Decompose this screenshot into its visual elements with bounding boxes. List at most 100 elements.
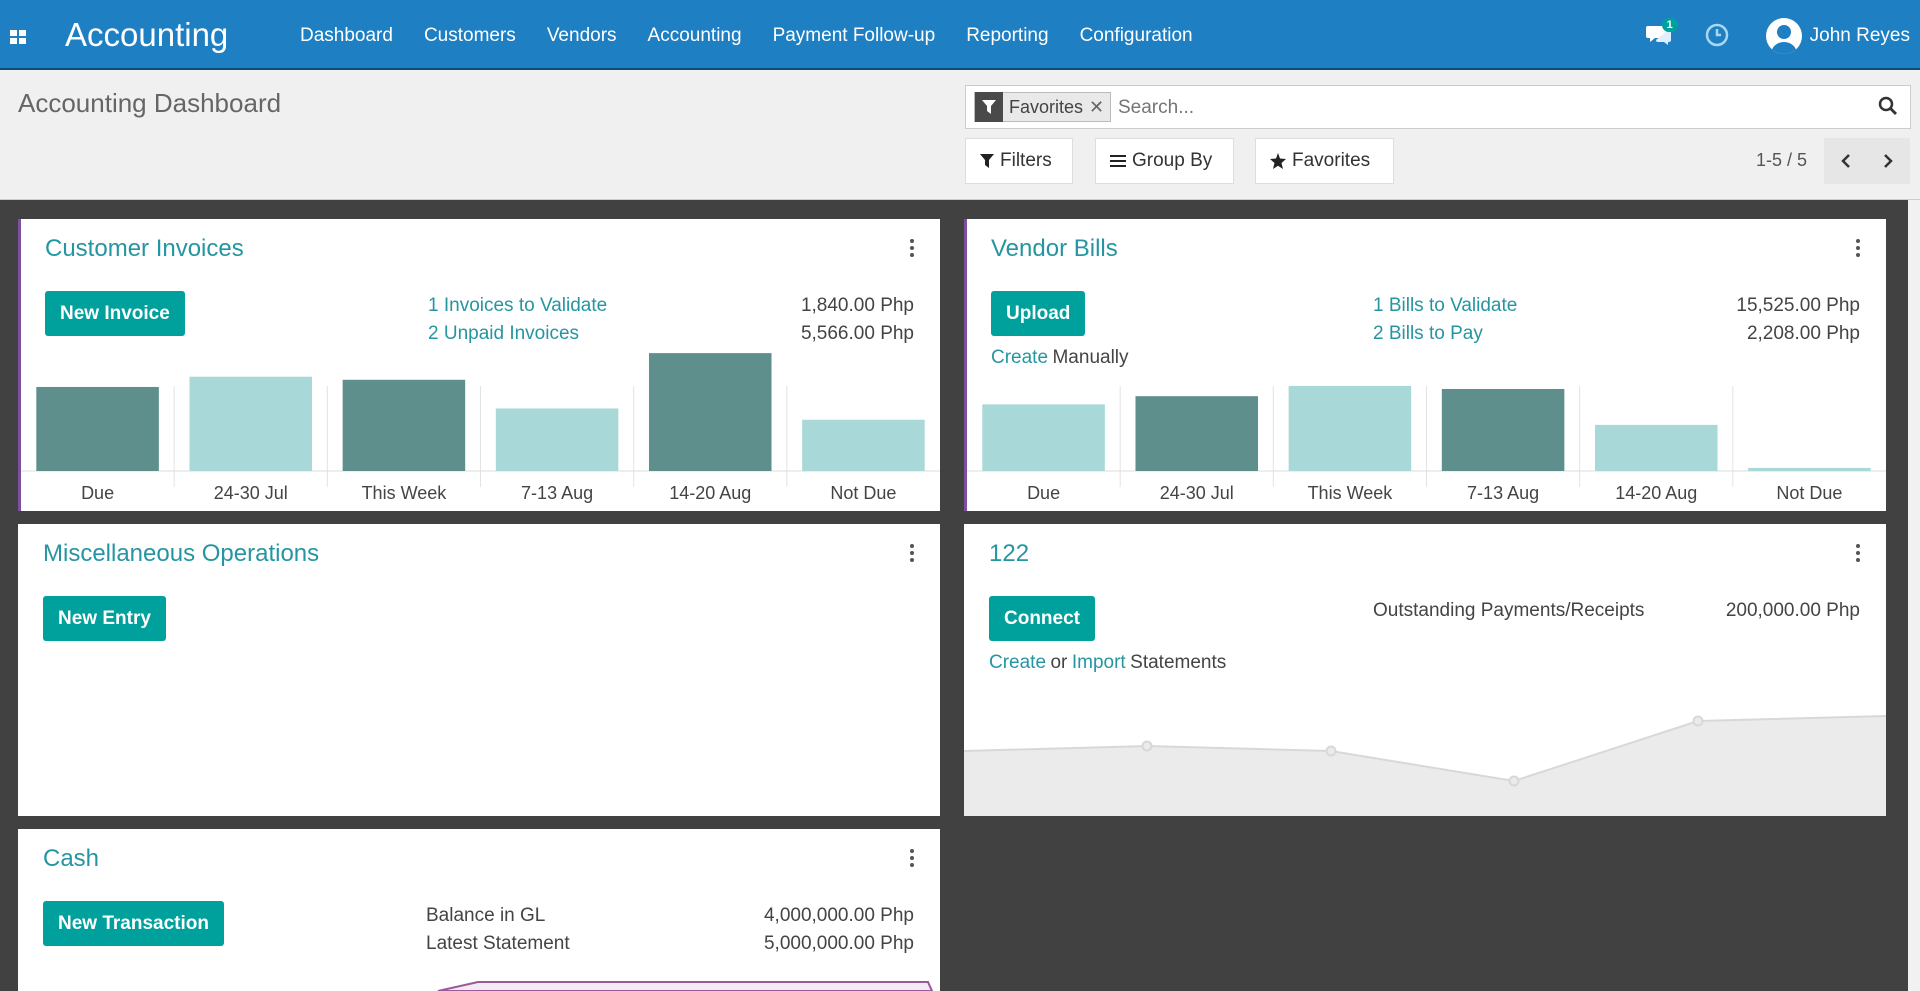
import-link[interactable]: Import [1071,652,1126,673]
card-title[interactable]: Cash [43,845,100,872]
invoices-to-validate-link[interactable]: 1 Invoices to Validate [428,295,608,316]
app-brand: Accounting [65,16,229,53]
customer-invoices-bar-chart[interactable]: Due 24-30 Jul This Week 7-13 Aug 14-20 Aug No… [21,346,940,511]
search-box[interactable]: Favorites ✕ [965,85,1911,129]
control-panel: Accounting Dashboard Favorites ✕ Filters… [0,70,1920,200]
search-icon[interactable] [1878,96,1900,118]
chart-tick-label: This Week [1308,483,1394,503]
create-link[interactable]: Create [989,652,1047,673]
menu-reporting[interactable]: Reporting [966,25,1049,46]
chart-bar[interactable] [1288,385,1412,471]
latest-statement-label: Latest Statement [426,933,570,954]
menu-dashboard[interactable]: Dashboard [300,25,393,46]
user-avatar[interactable] [1765,18,1802,54]
bills-to-pay-amount: 2,208.00 Php [1746,323,1860,344]
menu-configuration[interactable]: Configuration [1079,25,1193,46]
upload-button[interactable]: Upload [991,291,1086,336]
create-link[interactable]: Create [991,347,1049,368]
chart-area [964,716,1886,816]
bills-to-validate-link[interactable]: 1 Bills to Validate [1373,295,1518,316]
unpaid-invoices-amount: 5,566.00 Php [800,323,914,344]
create-import-line: Create or Import Statements [989,652,1226,674]
chart-bar[interactable] [1748,467,1871,471]
filter-icon [980,154,994,168]
pager-value[interactable]: 1-5 / 5 [1756,150,1808,170]
create-manually-line: Create Manually [991,347,1129,369]
page-title: Accounting Dashboard [18,88,282,118]
card-title[interactable]: Miscellaneous Operations [43,540,320,567]
menu-customers[interactable]: Customers [423,25,516,46]
card-title[interactable]: Customer Invoices [45,235,244,262]
chevron-right-icon [1884,154,1893,168]
chart-bar[interactable] [36,386,159,471]
main-menu: Dashboard Customers Vendors Accounting P… [300,4,1224,68]
search-input[interactable] [1118,94,1818,122]
messaging-icon[interactable]: 1 [1645,18,1678,48]
chart-bar[interactable] [342,379,466,471]
vendor-bills-card: Vendor Bills Upload Create Manually 1 Bi… [964,219,1886,511]
chart-tick-label: Due [81,483,114,503]
chart-bar[interactable] [495,408,619,471]
group-by-button[interactable]: Group By [1095,138,1234,184]
chart-point[interactable] [1508,775,1520,787]
customer-invoices-card: Customer Invoices New Invoice 1 Invoices… [18,219,940,511]
chart-tick-label: Not Due [1776,483,1842,503]
latest-statement-amount: 5,000,000.00 Php [763,933,914,954]
connect-button[interactable]: Connect [989,596,1095,641]
chart-tick-label: 24-30 Jul [1160,483,1234,503]
chart-bar[interactable] [802,419,925,471]
facet-remove-icon[interactable]: ✕ [1089,96,1105,117]
filters-label: Filters [1000,150,1052,171]
kebab-menu-icon[interactable] [910,849,916,867]
favorites-label: Favorites [1292,150,1371,171]
vendor-bills-bar-chart[interactable]: Due 24-30 Jul This Week 7-13 Aug 14-20 Aug No… [967,346,1886,511]
chart-tick-label: 14-20 Aug [669,483,751,503]
chevron-left-icon [1841,154,1850,168]
apps-menu-icon[interactable] [10,30,26,44]
new-entry-button[interactable]: New Entry [43,596,166,641]
card-title[interactable]: Vendor Bills [991,235,1118,262]
kebab-menu-icon[interactable] [1856,544,1862,562]
chart-bar[interactable] [1594,424,1718,471]
pager-next-button[interactable] [1866,138,1910,184]
outstanding-label: Outstanding Payments/Receipts [1373,600,1645,621]
chart-bar[interactable] [982,404,1105,471]
chart-bar[interactable] [1441,389,1565,471]
bills-to-pay-link[interactable]: 2 Bills to Pay [1373,323,1483,344]
new-transaction-button[interactable]: New Transaction [43,901,224,946]
kebab-menu-icon[interactable] [910,544,916,562]
chart-point[interactable] [1692,715,1704,727]
facet-label: Favorites [1009,96,1084,117]
pager-previous-button[interactable] [1824,138,1868,184]
bank-balance-area-chart[interactable] [964,696,1886,816]
menu-vendors[interactable]: Vendors [546,25,617,46]
new-invoice-button[interactable]: New Invoice [45,291,185,336]
bars-icon [1110,155,1126,167]
bills-to-validate-amount: 15,525.00 Php [1736,295,1860,316]
unpaid-invoices-link[interactable]: 2 Unpaid Invoices [428,323,580,344]
chart-tick-label: 7-13 Aug [1467,483,1539,503]
favorites-button[interactable]: Favorites [1255,138,1394,184]
chart-tick-label: 24-30 Jul [214,483,288,503]
chart-bar[interactable] [189,376,313,471]
star-icon [1270,153,1286,169]
menu-accounting[interactable]: Accounting [647,25,742,46]
user-name[interactable]: John Reyes [1809,25,1910,46]
chart-bar[interactable] [1135,396,1259,471]
bank-journal-card: 122 Connect Create or Import Statements … [964,524,1886,816]
cash-card: Cash New Transaction Balance in GL 4,000… [18,829,940,991]
kebab-menu-icon[interactable] [910,239,916,257]
chart-bar[interactable] [648,353,772,471]
or-text: or [1050,652,1068,673]
card-title[interactable]: 122 [989,540,1030,567]
activity-clock-icon[interactable] [1704,22,1732,50]
kebab-menu-icon[interactable] [1856,239,1862,257]
navbar-systray: 1 John Reyes [1645,4,1910,68]
chart-line [964,715,1886,783]
chart-point[interactable] [1141,740,1153,752]
page-scrollbar[interactable] [1908,200,1920,991]
menu-payment-follow-up[interactable]: Payment Follow-up [772,25,936,46]
statements-text: Statements [1130,652,1227,673]
chart-point[interactable] [1325,745,1337,757]
filters-button[interactable]: Filters [965,138,1073,184]
